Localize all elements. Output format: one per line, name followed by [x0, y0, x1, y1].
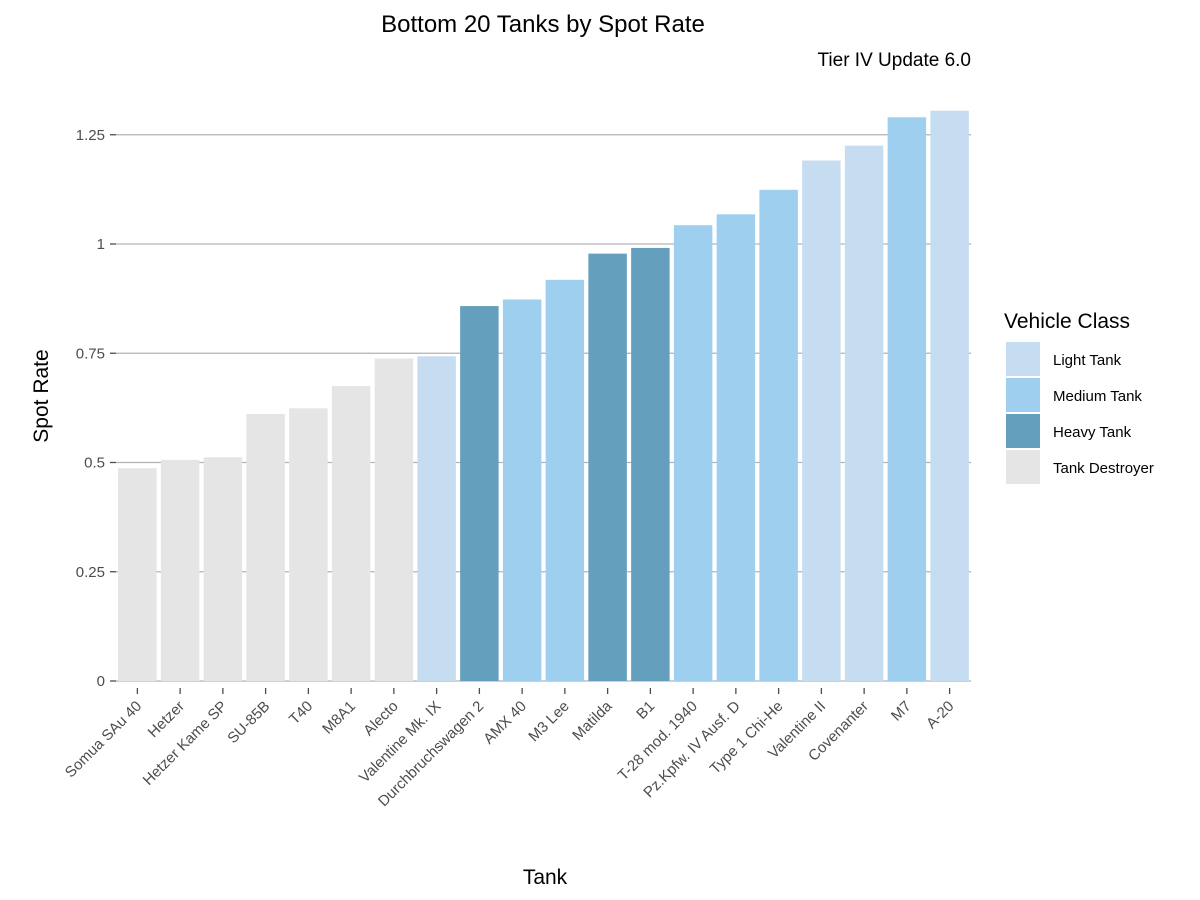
bar	[673, 225, 713, 682]
y-axis-ticks: 0 0.25 0.5 0.75 1 1.25	[76, 127, 116, 690]
y-tick-label: 0.25	[76, 564, 105, 581]
x-tick-label: Alecto	[360, 698, 402, 740]
bar	[802, 160, 841, 681]
x-tick-label: M7	[888, 698, 915, 725]
y-tick-label: 0.5	[84, 455, 105, 472]
x-tick-label: Matilda	[569, 697, 616, 744]
x-tick-label: A-20	[923, 698, 957, 732]
y-tick-label: 0.75	[76, 345, 105, 362]
bar	[887, 117, 927, 681]
legend-key	[1006, 342, 1040, 376]
legend-key	[1006, 414, 1040, 448]
y-tick-label: 1	[97, 236, 105, 253]
bar	[118, 468, 157, 681]
legend-label: Tank Destroyer	[1053, 460, 1154, 477]
legend-title: Vehicle Class	[1004, 310, 1130, 333]
x-tick-label: AMX 40	[480, 698, 530, 748]
x-tick-label: SU-85B	[224, 698, 273, 747]
bar	[246, 413, 285, 681]
bar	[716, 214, 756, 681]
bar	[844, 145, 884, 682]
bar	[631, 247, 670, 682]
bar	[160, 459, 200, 681]
bar	[289, 408, 328, 681]
bar	[417, 356, 456, 681]
bar	[588, 253, 627, 681]
x-tick-label: B1	[633, 698, 658, 723]
y-tick-label: 0	[97, 673, 105, 690]
legend-key	[1006, 378, 1040, 412]
y-axis-title: Spot Rate	[30, 349, 53, 442]
bar	[203, 457, 243, 681]
x-tick-label: M3 Lee	[525, 698, 572, 745]
bar	[331, 386, 371, 681]
legend: Vehicle Class Light Tank Medium Tank Heavy…	[1004, 310, 1154, 484]
chart-subtitle: Tier IV Update 6.0	[818, 50, 971, 71]
legend-label: Heavy Tank	[1053, 424, 1132, 441]
x-tick-label: M8A1	[319, 698, 359, 738]
bar	[545, 279, 585, 681]
bars	[118, 110, 969, 682]
gridlines	[116, 134, 971, 682]
x-tick-label: T40	[286, 698, 316, 728]
bar	[374, 358, 414, 681]
bar	[930, 110, 969, 682]
bar	[759, 189, 798, 681]
x-axis-title: Tank	[523, 866, 568, 889]
x-tick-label: Somua SAu 40	[62, 698, 145, 781]
legend-label: Medium Tank	[1053, 388, 1142, 405]
legend-key	[1006, 450, 1040, 484]
legend-label: Light Tank	[1053, 352, 1122, 369]
bar	[502, 299, 542, 681]
y-tick-label: 1.25	[76, 127, 105, 144]
bar	[460, 306, 499, 681]
chart-title: Bottom 20 Tanks by Spot Rate	[381, 11, 705, 38]
